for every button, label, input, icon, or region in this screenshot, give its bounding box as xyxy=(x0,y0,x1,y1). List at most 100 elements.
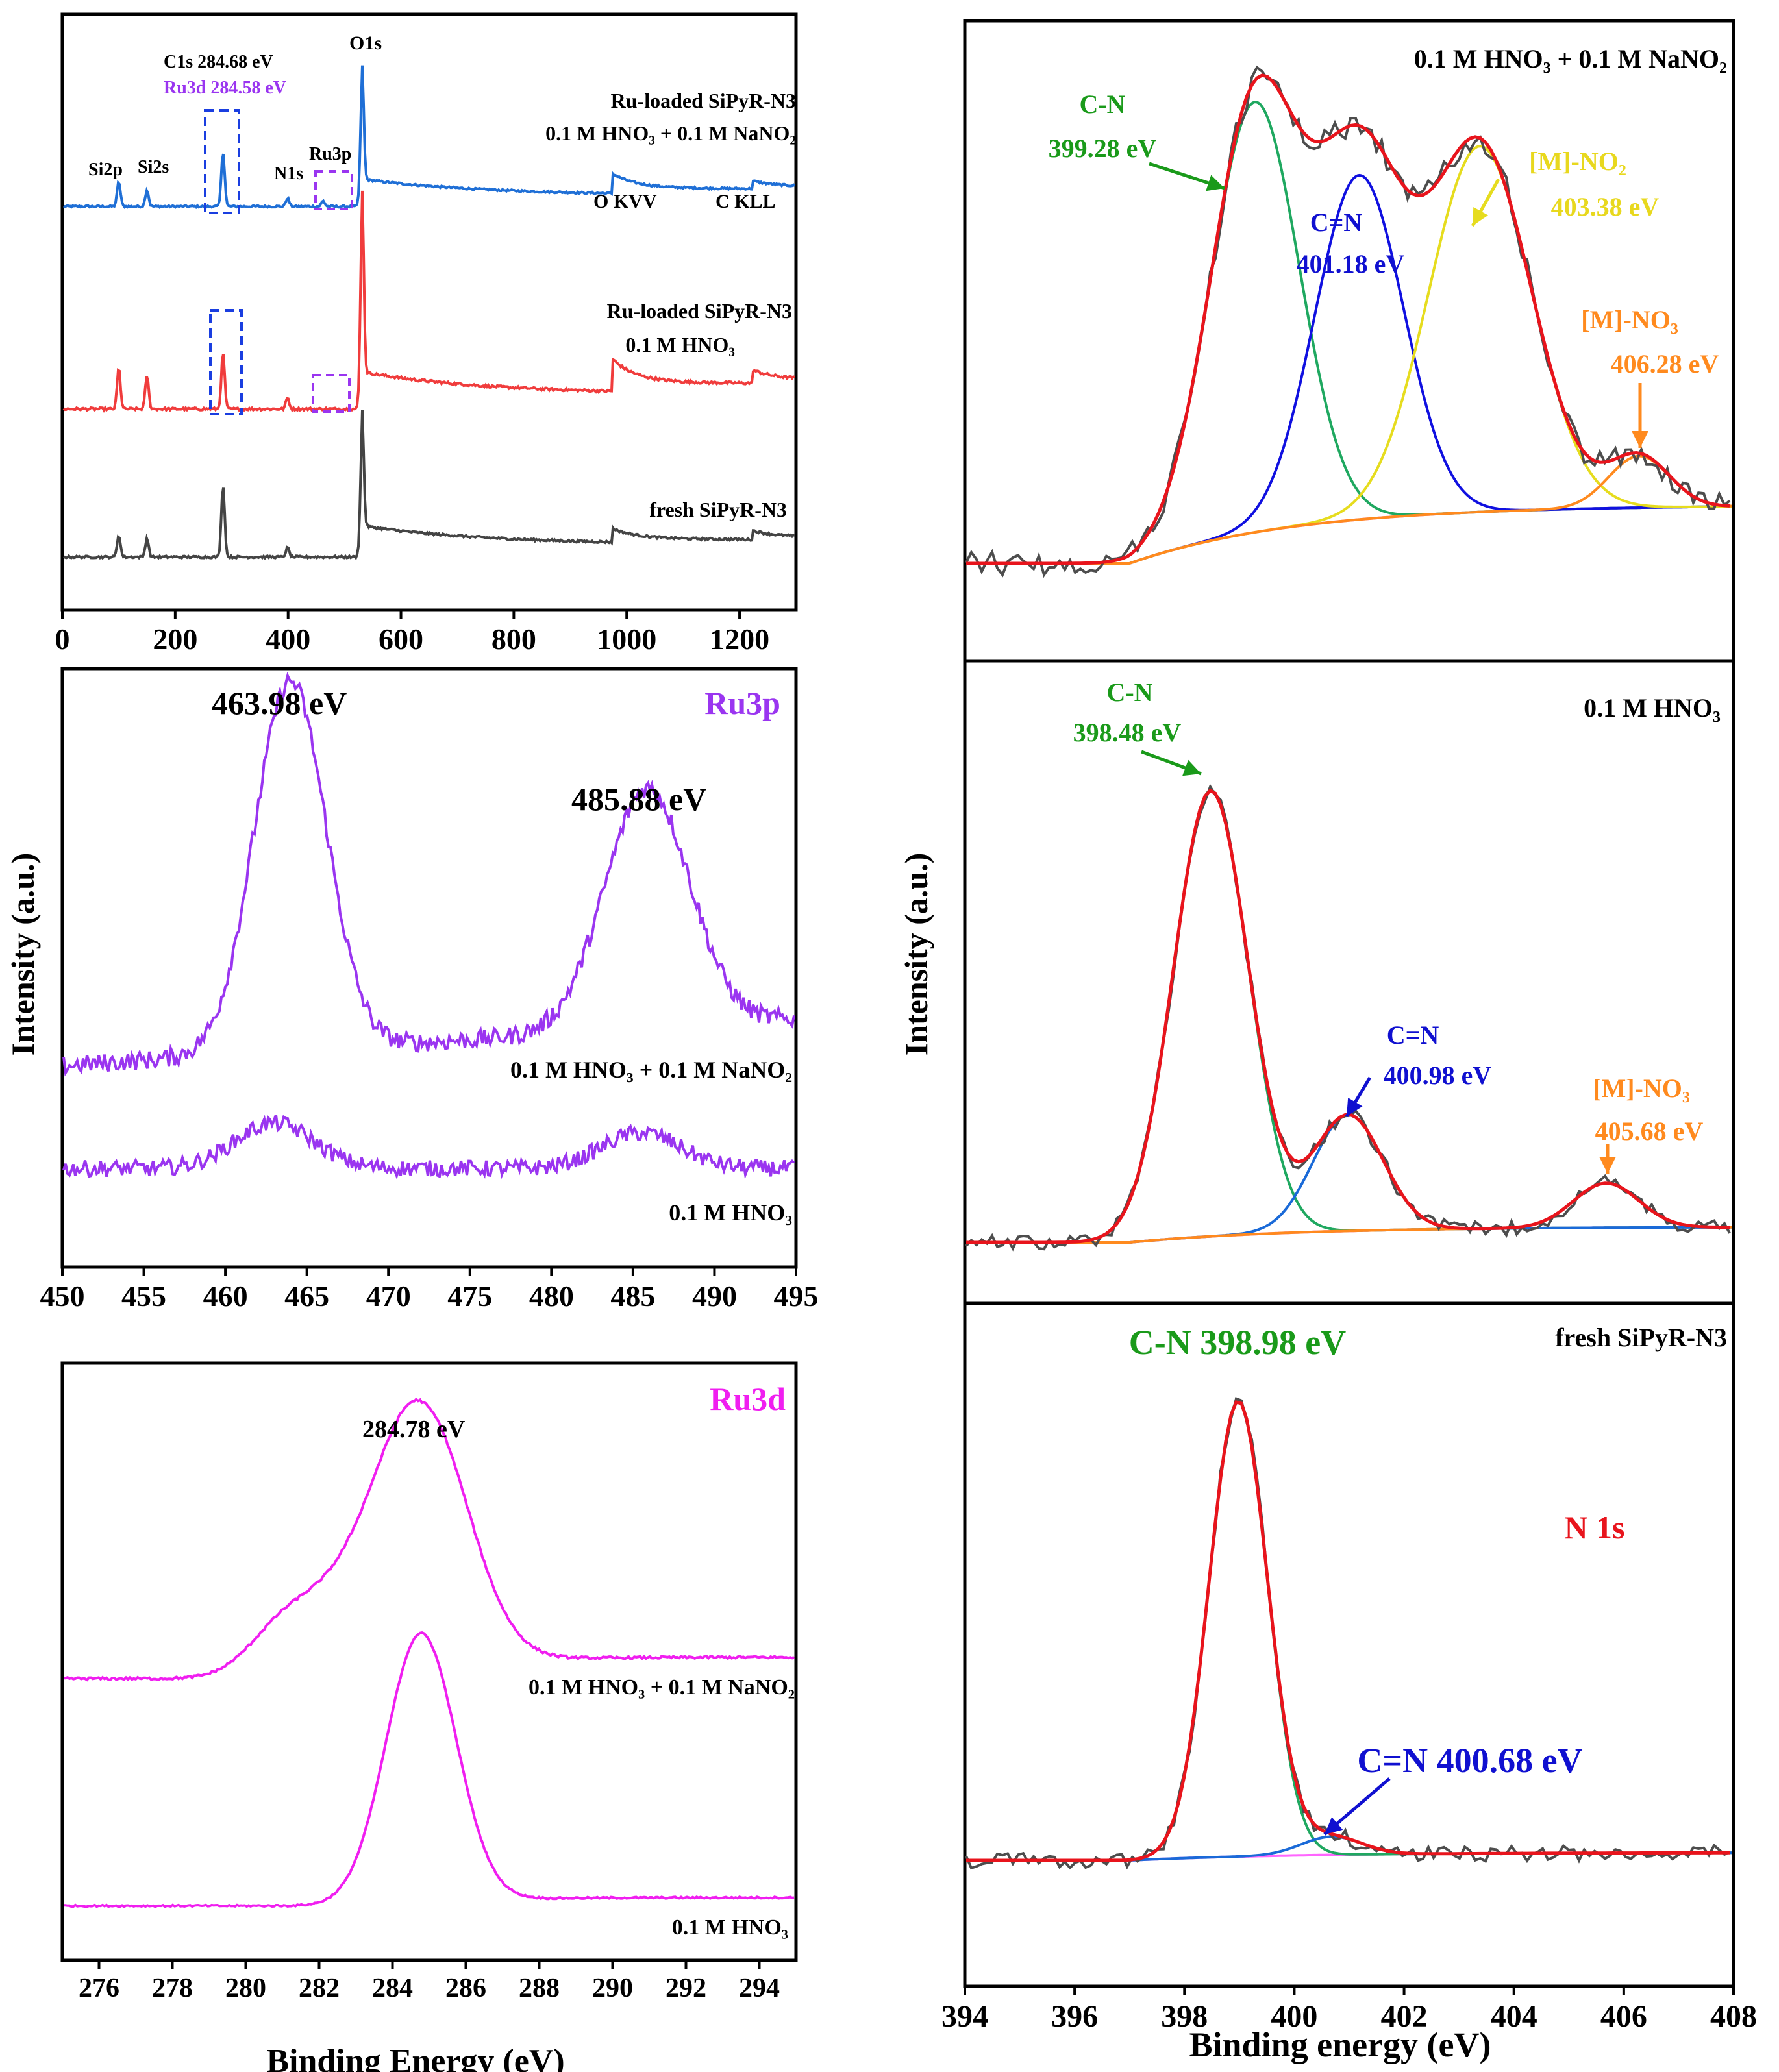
ru3d-axes xyxy=(60,1361,798,1962)
n1s-top-cn-label1: C-N xyxy=(1079,90,1125,119)
ru3p-highlight-box-top xyxy=(314,170,353,210)
cn-arrow-top-head xyxy=(1206,175,1225,191)
ru3d-tick-label: 278 xyxy=(152,1973,193,2003)
no2-arrow-head xyxy=(1473,207,1488,226)
n1s-mid-curves xyxy=(965,783,1732,1252)
ru3p-tick-label: 455 xyxy=(121,1279,166,1313)
cdn-arrow-mid-head xyxy=(1347,1098,1363,1116)
ru3d-series-line xyxy=(63,1397,795,1682)
survey-tick-label: 200 xyxy=(153,623,197,656)
ru3d-curves xyxy=(63,1397,795,1908)
n1s-raw-data xyxy=(965,783,1731,1252)
survey-series-line xyxy=(62,190,795,413)
ru3p-tick-label: 480 xyxy=(529,1279,574,1313)
ru3p-series2-label: 0.1 M HNO₃ xyxy=(669,1200,792,1226)
si2s-annotation: Si2s xyxy=(138,157,169,177)
ru3d-tick-label: 290 xyxy=(592,1973,633,2003)
ru3d-tick-label: 284 xyxy=(372,1973,413,2003)
survey-xticks: 0 200 400 600 800 1000 1200 xyxy=(55,610,769,656)
n1s-baseline xyxy=(966,505,1733,565)
survey-bottom-label: fresh SiPyR-N3 xyxy=(649,498,787,521)
ru3p-title: Ru3p xyxy=(704,685,780,721)
n1s-top-cdn-label1: C=N xyxy=(1310,208,1363,237)
n1s-top-title: 0.1 M HNO₃ + 0.1 M NaNO₂ xyxy=(1414,44,1727,73)
n1s-component-C-N xyxy=(966,1400,1732,1862)
no3-arrow-mid-head xyxy=(1599,1157,1616,1174)
survey-mid-label-1: Ru-loaded SiPyR-N3 xyxy=(607,299,792,323)
n1s-bottom-title: fresh SiPyR-N3 xyxy=(1555,1323,1727,1352)
ru3d-series-line xyxy=(64,1631,795,1908)
n1s-mid-no3-label2: 405.68 eV xyxy=(1595,1116,1704,1146)
c1s-highlight-box-mid xyxy=(209,309,243,415)
n1s-top-cdn-label2: 401.18 eV xyxy=(1297,249,1405,278)
survey-series-line xyxy=(63,65,796,210)
o1s-annotation: O1s xyxy=(349,32,382,54)
n1s-top-curves xyxy=(965,65,1733,578)
ru3p-tick-label: 460 xyxy=(203,1279,248,1313)
c1s-highlight-box-top xyxy=(204,109,240,214)
ru3p-peak1-label: 463.98 eV xyxy=(212,685,347,721)
survey-tick-label: 400 xyxy=(266,623,310,656)
n1s-component-[M]-NO3 xyxy=(966,454,1732,565)
n1s-bottom-curves xyxy=(965,1397,1732,1870)
ru3d-series2-label: 0.1 M HNO₃ xyxy=(672,1916,788,1940)
ru3d-annotation: Ru3d 284.58 eV xyxy=(164,78,286,98)
n1s-mid-cn-label1: C-N xyxy=(1106,678,1152,707)
n1s-bottom-cdn-label: C=N 400.68 eV xyxy=(1357,1741,1582,1780)
ru3p-annotation: Ru3p xyxy=(309,144,351,164)
ru3d-xlabel: Binding Energy (eV) xyxy=(266,2043,564,2072)
ru3d-xticks: 276 278 280 282 284 286 288 290 292 294 xyxy=(79,1960,780,2003)
ru3d-tick-label: 292 xyxy=(666,1973,706,2003)
ru3p-xticks: 450 455 460 465 470 475 480 485 490 495 xyxy=(40,1267,819,1313)
cdn-arrow-bottom-head xyxy=(1325,1817,1343,1834)
n1s-component-[M]-NO3 xyxy=(966,1181,1732,1244)
n1s-tick-label: 394 xyxy=(941,1999,988,2034)
ru3p-axes xyxy=(60,667,798,1269)
ru3d-tick-label: 288 xyxy=(519,1973,560,2003)
survey-tick-label: 1200 xyxy=(710,623,769,656)
n1s-tick-label: 408 xyxy=(1710,1999,1757,2034)
survey-top-label-1: Ru-loaded SiPyR-N3 xyxy=(611,89,796,112)
ru3d-series1-label: 0.1 M HNO₃ + 0.1 M NaNO₂ xyxy=(529,1675,795,1699)
ru3p-tick-label: 475 xyxy=(447,1279,492,1313)
ru3p-tick-label: 465 xyxy=(284,1279,329,1313)
right-ylabel: Intensity (a.u.) xyxy=(898,853,934,1056)
n1s-top-no3-label1: [M]-NO₃ xyxy=(1581,305,1678,334)
survey-axes xyxy=(60,12,798,612)
si2p-annotation: Si2p xyxy=(88,160,123,180)
ru3d-tick-label: 294 xyxy=(739,1973,780,2003)
ru3d-tick-label: 276 xyxy=(79,1973,119,2003)
n1s-tick-label: 398 xyxy=(1161,1999,1208,2034)
survey-tick-label: 800 xyxy=(491,623,536,656)
n1s-raw-data xyxy=(965,1397,1730,1870)
okvv-annotation: O KVV xyxy=(593,191,657,212)
survey-series-line xyxy=(62,410,795,560)
ru3p-curves xyxy=(62,672,795,1180)
ru3d-peak-label: 284.78 eV xyxy=(362,1416,466,1443)
survey-mid-label-2: 0.1 M HNO₃ xyxy=(625,333,735,356)
n1s-arrows xyxy=(1141,162,1648,1836)
ru3p-tick-label: 450 xyxy=(40,1279,85,1313)
n1s-tick-label: 404 xyxy=(1491,1999,1537,2034)
n1s-mid-no3-label1: [M]-NO₃ xyxy=(1593,1074,1690,1103)
cn-arrow-mid-head xyxy=(1182,759,1201,776)
ru3p-series-line xyxy=(62,1114,795,1180)
ru3d-tick-label: 282 xyxy=(299,1973,340,2003)
n1s-top-cn-label2: 399.28 eV xyxy=(1049,134,1157,163)
survey-tick-label: 0 xyxy=(55,623,70,656)
n1s-bottom-xlabel: Binding energy (eV) xyxy=(1189,2025,1491,2064)
n1s-envelope xyxy=(966,788,1730,1244)
ru3p-tick-label: 495 xyxy=(774,1279,819,1313)
c1s-annotation: C1s 284.68 eV xyxy=(164,52,273,72)
n1s-component-C-N xyxy=(966,789,1732,1244)
n1s-tick-label: 402 xyxy=(1381,1999,1428,2034)
n1s-mid-cdn-label2: 400.98 eV xyxy=(1384,1061,1492,1090)
n1s-top-no2-label1: [M]-NO₂ xyxy=(1529,147,1626,176)
left-ylabel: Intensity (a.u.) xyxy=(5,853,41,1056)
survey-tick-label: 1000 xyxy=(597,623,656,656)
ru3p-series1-label: 0.1 M HNO₃ + 0.1 M NaNO₂ xyxy=(510,1057,792,1083)
n1s-xticks: 394 396 398 400 402 404 406 408 xyxy=(941,1986,1757,2034)
n1s-envelope xyxy=(966,73,1730,565)
n1s-envelope xyxy=(966,1400,1730,1862)
n1s-top-no2-label2: 403.38 eV xyxy=(1551,192,1660,221)
